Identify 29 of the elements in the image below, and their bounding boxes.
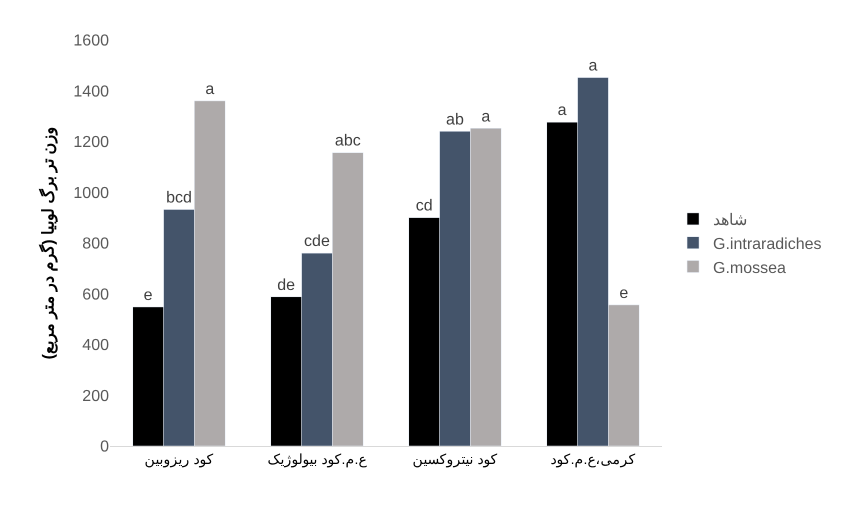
data-label: a: [558, 102, 567, 120]
y-tick-label: 200: [82, 388, 110, 405]
y-tick-label: 1400: [73, 83, 110, 100]
y-tick-label: 1000: [73, 184, 110, 202]
data-label: a: [588, 58, 598, 75]
data-label: abc: [334, 132, 361, 150]
data-label: e: [619, 284, 628, 302]
y-axis-title: وزن تر برگ لوبیا (گرم در متر مربع): [38, 126, 58, 360]
x-tick-label: کود ریزوبین: [144, 450, 214, 468]
x-tick-label: کود نیتروکسین: [412, 450, 498, 468]
data-label: de: [277, 276, 296, 294]
x-tick-label: ع.م.کود بیولوژیک: [268, 450, 368, 468]
x-tick-label: کرمی،ع.م.کود: [550, 450, 636, 468]
y-tick-label: 600: [82, 286, 110, 304]
y-tick-label: 1600: [73, 32, 110, 50]
data-label: ab: [446, 111, 464, 128]
y-tick-label: 1200: [73, 134, 110, 152]
data-label: cd: [416, 198, 433, 215]
legend-label: شاهد: [713, 212, 748, 230]
data-label: e: [144, 286, 153, 304]
y-tick-label: 0: [100, 438, 110, 456]
legend-label: G.mossea: [713, 260, 786, 277]
y-tick-label: 400: [82, 337, 110, 354]
y-tick-label: 800: [82, 236, 110, 253]
data-label: a: [481, 108, 490, 126]
data-label: cde: [304, 233, 330, 250]
data-label: a: [205, 80, 214, 98]
legend-label: G.intraradiches: [713, 236, 822, 253]
data-label: bcd: [166, 190, 192, 206]
